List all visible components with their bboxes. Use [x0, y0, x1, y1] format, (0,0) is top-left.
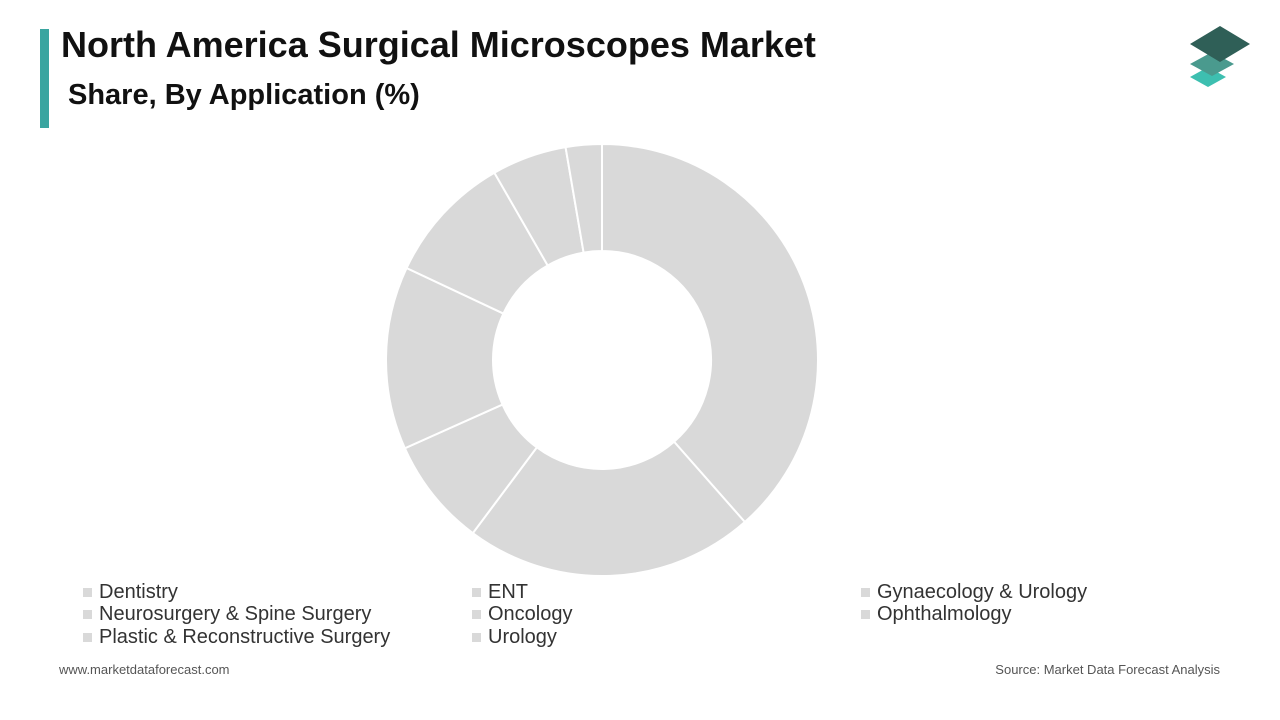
chart-subtitle: Share, By Application (%)	[68, 79, 420, 111]
chart-title: North America Surgical Microscopes Marke…	[61, 24, 816, 65]
donut-slice-ent	[471, 440, 747, 577]
logo-layer-top	[1190, 26, 1250, 62]
source-label: Source: Market Data Forecast Analysis	[995, 662, 1220, 677]
stacked-layers-icon	[1190, 26, 1250, 87]
donut-slice-plastic-reconstructive-surgery	[564, 142, 603, 254]
website-label: www.marketdataforecast.com	[59, 662, 230, 677]
donut-slice-dentistry	[601, 142, 819, 524]
donut-slice-neurosurgery-spine-surgery	[385, 266, 505, 450]
title-accent-bar	[40, 29, 49, 128]
